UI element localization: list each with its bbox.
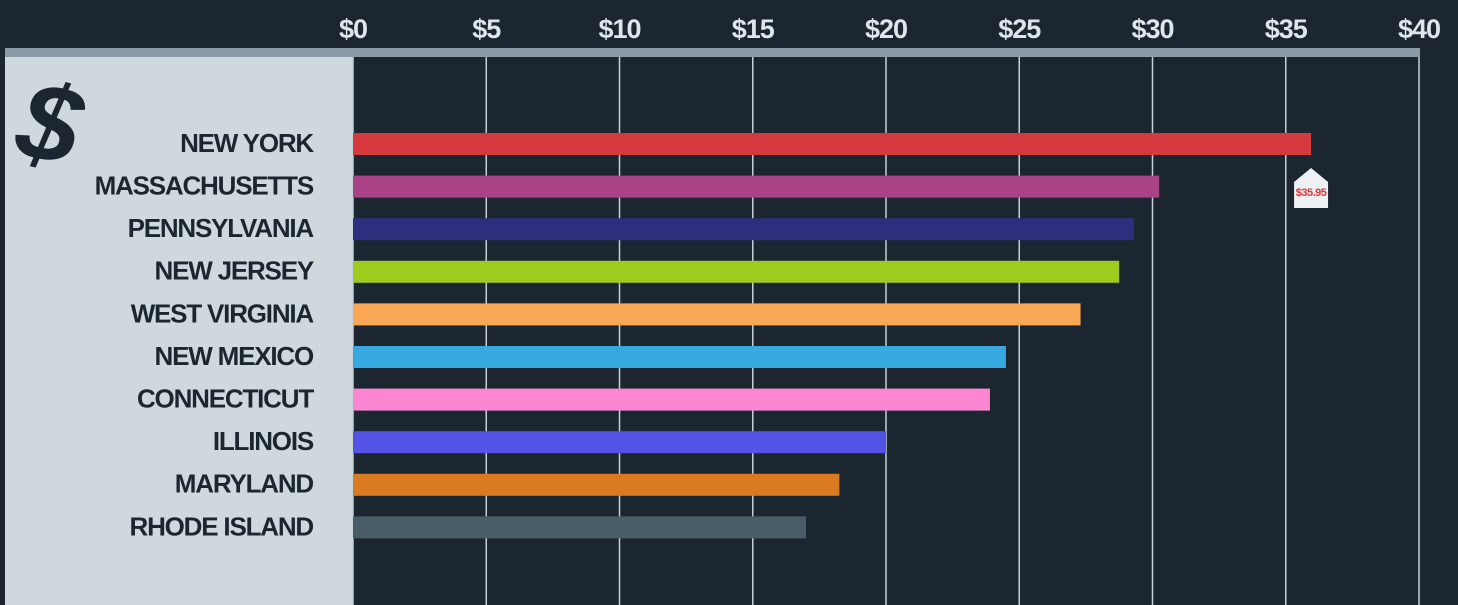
x-tick-label: $35 bbox=[1265, 14, 1308, 44]
category-label: MASSACHUSETTS bbox=[95, 170, 314, 200]
category-label: ILLINOIS bbox=[213, 426, 314, 456]
bar bbox=[353, 260, 1120, 283]
category-label: MARYLAND bbox=[175, 469, 314, 499]
x-tick-label: $40 bbox=[1398, 14, 1440, 44]
bar bbox=[353, 516, 807, 539]
x-tick-label: $10 bbox=[598, 14, 640, 44]
x-tick-label: $15 bbox=[732, 14, 775, 44]
category-label: RHODE ISLAND bbox=[130, 511, 314, 541]
x-tick-label: $25 bbox=[998, 14, 1041, 44]
axis-band bbox=[5, 48, 1420, 57]
bar bbox=[353, 218, 1134, 241]
bar bbox=[353, 388, 990, 411]
bar bbox=[353, 473, 840, 496]
value-tag bbox=[1294, 168, 1329, 208]
category-label: PENNSYLVANIA bbox=[128, 213, 315, 243]
x-tick-label: $20 bbox=[865, 14, 907, 44]
bar bbox=[353, 431, 886, 454]
x-tick-label: $0 bbox=[339, 14, 367, 44]
x-tick-label: $30 bbox=[1131, 14, 1173, 44]
label-panel bbox=[5, 57, 353, 605]
bar bbox=[353, 175, 1160, 198]
bar bbox=[353, 133, 1312, 155]
bar bbox=[353, 303, 1081, 326]
value-label: $35.95 bbox=[1296, 187, 1327, 199]
category-label: NEW JERSEY bbox=[155, 256, 314, 286]
category-label: NEW MEXICO bbox=[155, 341, 314, 371]
bar bbox=[353, 346, 1006, 368]
category-label: WEST VIRGINIA bbox=[131, 298, 315, 328]
category-label: CONNECTICUT bbox=[137, 383, 314, 413]
x-tick-label: $5 bbox=[472, 14, 501, 44]
category-label: NEW YORK bbox=[180, 128, 314, 158]
